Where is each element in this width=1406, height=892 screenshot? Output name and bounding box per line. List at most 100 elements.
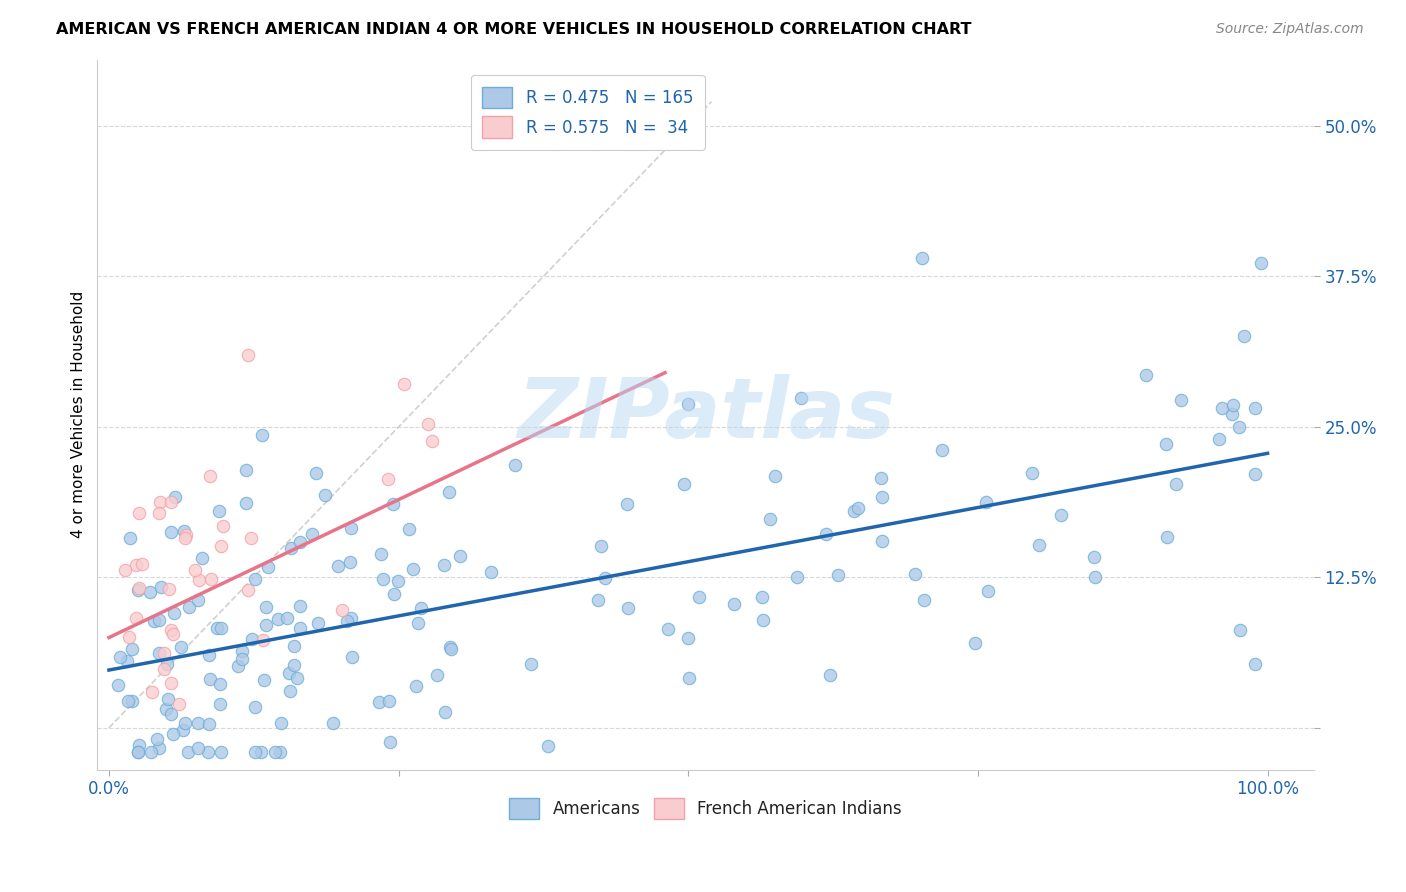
Point <box>307 615 329 630</box>
Point <box>264 745 287 759</box>
Point <box>148 741 170 756</box>
Point <box>439 640 461 655</box>
Point <box>243 572 266 586</box>
Point <box>283 658 305 673</box>
Point <box>253 673 276 687</box>
Point <box>616 497 638 511</box>
Point <box>688 590 710 604</box>
Point <box>1222 407 1244 421</box>
Point <box>252 632 274 647</box>
Point <box>479 566 502 580</box>
Point <box>759 512 782 526</box>
Point <box>440 642 463 657</box>
Point <box>370 547 392 561</box>
Point <box>1021 466 1043 480</box>
Point <box>128 738 150 752</box>
Point <box>162 727 184 741</box>
Point <box>790 392 813 406</box>
Point <box>198 648 221 663</box>
Point <box>131 557 153 571</box>
Point <box>387 574 409 588</box>
Point <box>418 417 440 431</box>
Point <box>406 615 429 630</box>
Point <box>426 668 449 682</box>
Point <box>870 534 893 549</box>
Point <box>139 585 162 599</box>
Point <box>1084 570 1107 584</box>
Point <box>1211 401 1233 416</box>
Point <box>378 735 401 749</box>
Point <box>1164 476 1187 491</box>
Point <box>267 611 290 625</box>
Point <box>678 671 700 685</box>
Point <box>305 466 328 480</box>
Point <box>371 572 394 586</box>
Point <box>148 613 170 627</box>
Point <box>177 745 200 759</box>
Point <box>107 678 129 692</box>
Point <box>162 606 184 620</box>
Point <box>200 469 222 483</box>
Point <box>1028 538 1050 552</box>
Point <box>449 549 471 563</box>
Point <box>278 683 301 698</box>
Point <box>197 745 219 759</box>
Point <box>209 621 232 635</box>
Point <box>209 677 232 691</box>
Point <box>127 583 149 598</box>
Point <box>231 651 253 665</box>
Point <box>814 527 837 541</box>
Point <box>231 643 253 657</box>
Point <box>148 646 170 660</box>
Point <box>209 745 232 759</box>
Point <box>157 582 180 596</box>
Point <box>125 558 148 572</box>
Point <box>339 555 361 569</box>
Point <box>377 694 399 708</box>
Point <box>280 541 302 556</box>
Point <box>904 567 927 582</box>
Point <box>149 495 172 509</box>
Point <box>591 539 613 553</box>
Point <box>1222 398 1244 412</box>
Legend: Americans, French American Indians: Americans, French American Indians <box>503 791 908 826</box>
Point <box>870 471 893 485</box>
Point <box>322 716 344 731</box>
Point <box>1208 432 1230 446</box>
Point <box>1227 420 1250 434</box>
Point <box>173 524 195 539</box>
Point <box>159 676 181 690</box>
Point <box>965 636 987 650</box>
Text: Source: ZipAtlas.com: Source: ZipAtlas.com <box>1216 22 1364 37</box>
Point <box>330 602 353 616</box>
Point <box>367 695 389 709</box>
Point <box>537 739 560 753</box>
Point <box>156 657 179 671</box>
Point <box>173 716 195 731</box>
Point <box>870 490 893 504</box>
Point <box>209 540 232 554</box>
Point <box>254 618 277 632</box>
Point <box>1170 392 1192 407</box>
Point <box>270 716 292 731</box>
Point <box>278 665 301 680</box>
Point <box>153 646 176 660</box>
Y-axis label: 4 or more Vehicles in Household: 4 or more Vehicles in Household <box>72 291 86 539</box>
Point <box>1050 508 1073 522</box>
Point <box>155 702 177 716</box>
Point <box>326 559 349 574</box>
Point <box>240 531 263 545</box>
Point <box>243 700 266 714</box>
Point <box>340 611 363 625</box>
Point <box>1243 657 1265 671</box>
Point <box>187 741 209 756</box>
Point <box>238 583 260 598</box>
Point <box>974 495 997 509</box>
Point <box>786 570 808 584</box>
Point <box>1083 550 1105 565</box>
Point <box>269 745 291 759</box>
Point <box>673 477 696 491</box>
Point <box>114 563 136 577</box>
Point <box>128 745 150 759</box>
Point <box>159 495 181 509</box>
